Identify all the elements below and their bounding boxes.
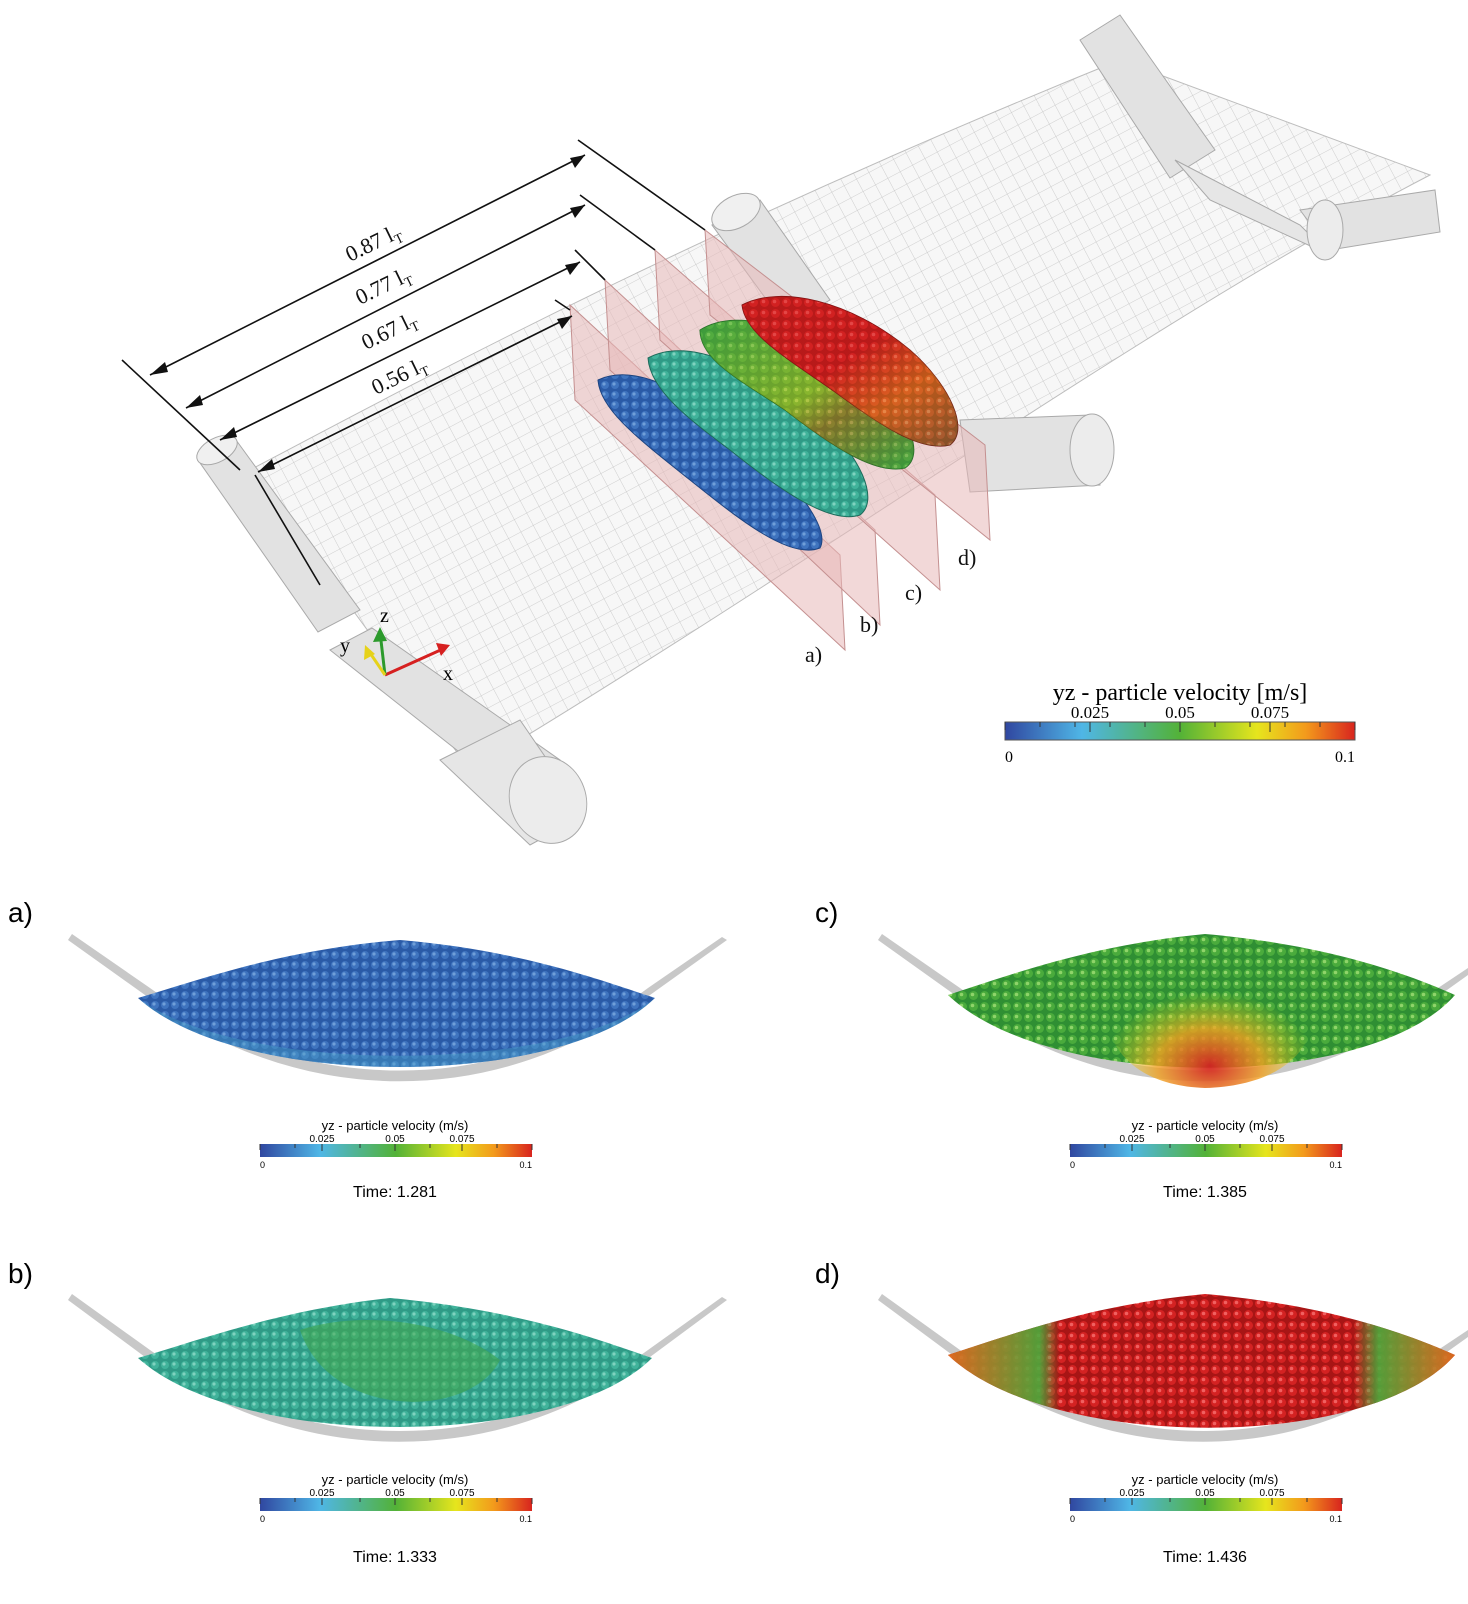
panel-a-bed [138, 940, 655, 1067]
panel-d-min: 0 [1070, 1514, 1075, 1524]
slice-label-b: b) [860, 612, 878, 637]
panel-c: c) yz - particle velocity (m/s) 0.025 0.… [815, 897, 1468, 1201]
panel-b-colorbar [260, 1498, 532, 1511]
panel-b-min: 0 [260, 1514, 265, 1524]
top-legend-min: 0 [1005, 749, 1013, 766]
slice-label-d: d) [958, 545, 976, 570]
panel-d-tick-2: 0.05 [1195, 1488, 1215, 1499]
dimension-lines [121, 139, 706, 586]
panel-a-colorbar [260, 1144, 532, 1157]
panel-b-max: 0.1 [519, 1514, 532, 1524]
panel-d-max: 0.1 [1329, 1514, 1342, 1524]
panel-c-colorbar [1070, 1144, 1342, 1157]
panel-c-max: 0.1 [1329, 1160, 1342, 1170]
panel-c-legend-title: yz - particle velocity (m/s) [1132, 1118, 1279, 1133]
panel-c-time: Time: 1.385 [1163, 1184, 1247, 1201]
top-colorbar-legend: yz - particle velocity [m/s] 0.025 0.05 … [1004, 680, 1356, 766]
top-legend-tick-3: 0.075 [1251, 703, 1289, 722]
panel-c-min: 0 [1070, 1160, 1075, 1170]
panel-b-tick-3: 0.075 [449, 1488, 474, 1499]
slice-label-c: c) [905, 580, 922, 605]
panel-d-legend-title: yz - particle velocity (m/s) [1132, 1472, 1279, 1487]
top-legend-max: 0.1 [1335, 749, 1355, 766]
panel-a-legend-title: yz - particle velocity (m/s) [322, 1118, 469, 1133]
axis-label-z: z [380, 605, 389, 627]
dimension-arrowheads [150, 155, 585, 472]
pipe-top-right [1079, 14, 1441, 261]
panel-d-label: d) [815, 1258, 840, 1289]
top-legend-tick-2: 0.05 [1165, 703, 1195, 722]
panel-b-tick-2: 0.05 [385, 1488, 405, 1499]
pipe-left-lower [329, 627, 588, 846]
panel-b-time: Time: 1.333 [353, 1549, 437, 1566]
dimension-labels: 0.87 lT 0.77 lT 0.67 lT 0.56 lT [341, 222, 433, 399]
dim-line-077 [185, 204, 586, 409]
panel-c-tick-2: 0.05 [1195, 1134, 1215, 1145]
panel-c-label: c) [815, 897, 838, 928]
panel-b-label: b) [8, 1258, 33, 1289]
panel-a-tick-2: 0.05 [385, 1134, 405, 1145]
panel-a-max: 0.1 [519, 1160, 532, 1170]
slice-labels: a) b) c) d) [805, 545, 976, 667]
panel-d-time: Time: 1.436 [1163, 1549, 1247, 1566]
panel-a: a) yz - particle velocity (m/s) 0.025 0.… [8, 897, 727, 1201]
panel-d: d) yz - particle velocity (m/s) 0.025 0.… [815, 1258, 1468, 1566]
panel-a-min: 0 [260, 1160, 265, 1170]
panel-a-time: Time: 1.281 [353, 1184, 437, 1201]
top-legend-title: yz - particle velocity [m/s] [1053, 680, 1308, 706]
panel-b-tick-1: 0.025 [309, 1488, 334, 1499]
panel-d-colorbar [1070, 1498, 1342, 1511]
panel-b: b) yz - particle velocity (m/s) 0.025 0.… [8, 1258, 727, 1566]
panel-a-label: a) [8, 897, 33, 928]
panel-a-tick-1: 0.025 [309, 1134, 334, 1145]
dim-line-087 [149, 154, 586, 376]
dim-line-056 [257, 315, 573, 473]
dim-line-067 [219, 261, 581, 441]
pipe-mid-upper [711, 192, 831, 326]
top-legend-tick-1: 0.025 [1071, 703, 1109, 722]
dim-label-067: 0.67 lT [357, 306, 423, 358]
panel-c-tick-3: 0.075 [1259, 1134, 1284, 1145]
panel-d-tick-1: 0.025 [1119, 1488, 1144, 1499]
slice-label-a: a) [805, 642, 822, 667]
panel-d-tick-3: 0.075 [1259, 1488, 1284, 1499]
axis-label-x: x [443, 663, 453, 685]
trough-scene: 0.87 lT 0.77 lT 0.67 lT 0.56 lT a) b) c)… [121, 14, 1441, 846]
axes-triad: z y x [340, 605, 453, 685]
panel-c-tick-1: 0.025 [1119, 1134, 1144, 1145]
particle-beds [597, 295, 959, 551]
panel-b-legend-title: yz - particle velocity (m/s) [322, 1472, 469, 1487]
panel-a-tick-3: 0.075 [449, 1134, 474, 1145]
pipe-mid-right [959, 413, 1115, 493]
axis-label-y: y [340, 635, 350, 657]
